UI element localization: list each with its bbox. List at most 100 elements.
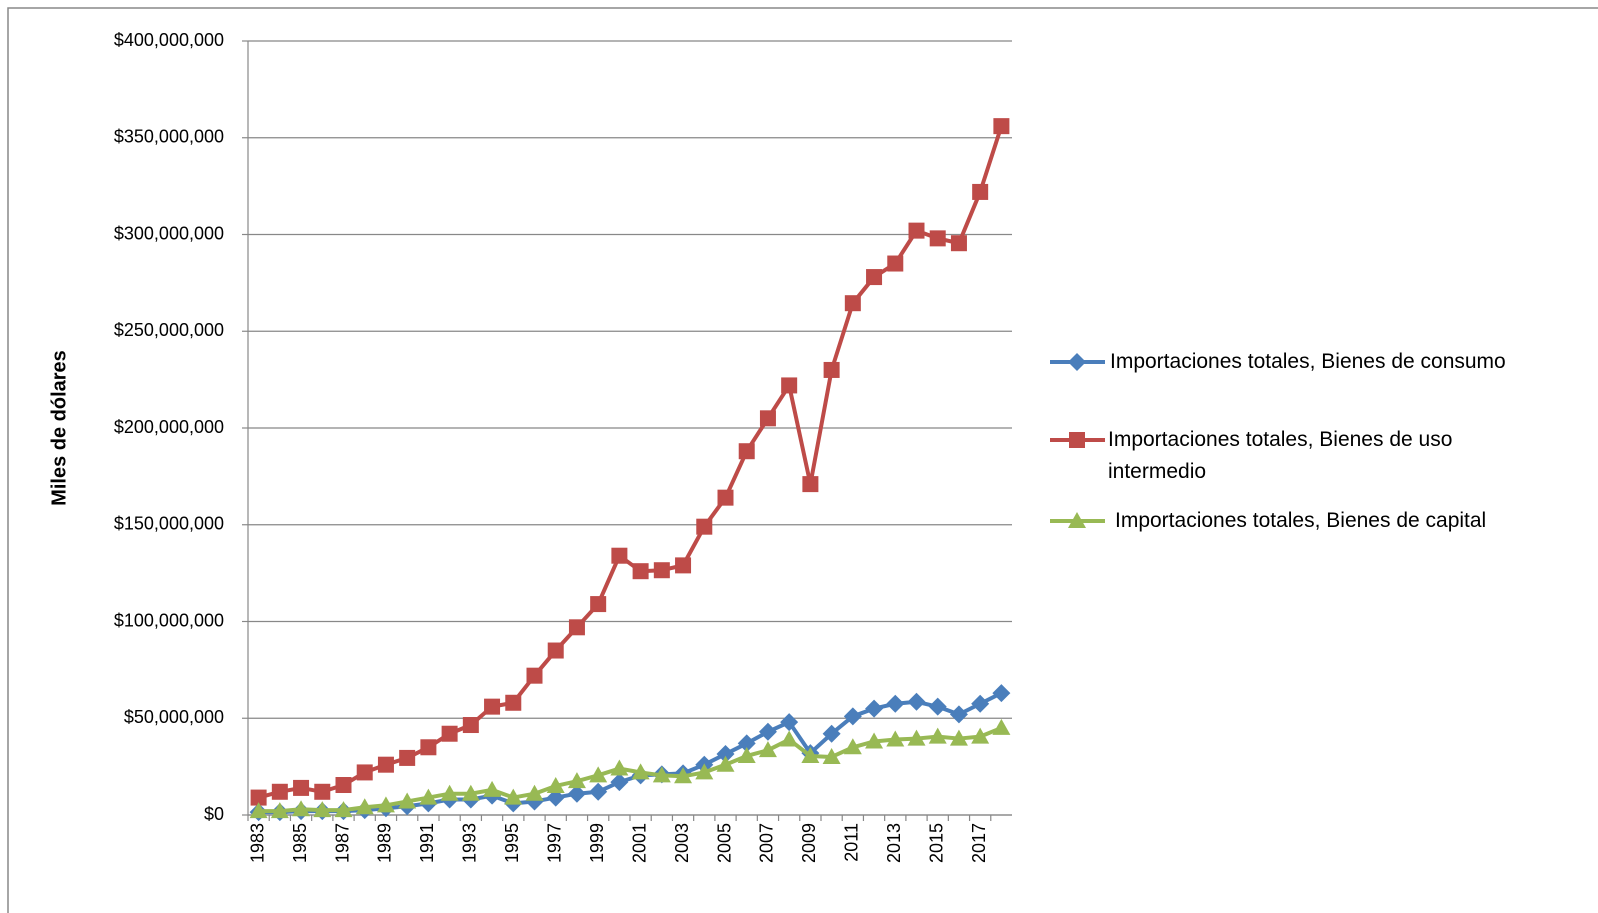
data-point	[972, 183, 989, 200]
x-tick-label: 1983	[247, 823, 267, 863]
x-tick-label: 2007	[757, 823, 777, 863]
x-tick-label: 1991	[417, 823, 437, 863]
data-point	[738, 443, 755, 460]
data-point	[420, 739, 437, 756]
data-point	[801, 746, 820, 763]
y-tick-label: $300,000,000	[114, 223, 224, 243]
data-point	[929, 230, 946, 247]
data-point	[632, 563, 649, 580]
data-point	[653, 562, 670, 579]
data-point	[376, 796, 395, 813]
data-point	[313, 801, 332, 818]
data-point	[505, 694, 522, 711]
data-point	[440, 784, 459, 801]
y-tick-label: $250,000,000	[114, 320, 224, 340]
data-point	[484, 698, 501, 715]
data-point	[737, 734, 756, 753]
y-tick-label: $200,000,000	[114, 417, 224, 437]
y-tick-label: $150,000,000	[114, 514, 224, 534]
x-tick-label: 1997	[544, 823, 564, 863]
data-point	[631, 763, 650, 780]
data-point	[696, 518, 713, 535]
x-tick-label: 1999	[587, 823, 607, 863]
x-tick-label: 2015	[926, 823, 946, 863]
chart-border	[7, 7, 1598, 913]
data-point	[270, 802, 289, 819]
data-point	[759, 410, 776, 427]
data-point	[610, 773, 629, 792]
data-point	[992, 684, 1011, 703]
data-point	[866, 269, 883, 286]
data-point	[355, 798, 374, 815]
data-point	[907, 729, 926, 746]
data-point	[356, 764, 373, 781]
y-tick-label: $50,000,000	[124, 707, 224, 727]
data-point	[441, 725, 458, 742]
data-point	[546, 776, 565, 793]
data-point	[865, 732, 884, 749]
data-point	[993, 118, 1010, 135]
data-point	[907, 692, 926, 711]
data-point	[802, 476, 819, 493]
data-point	[314, 783, 331, 800]
y-tick-label: $400,000,000	[114, 30, 224, 50]
data-point	[908, 222, 925, 239]
data-point	[822, 747, 841, 764]
x-tick-label: 1987	[332, 823, 352, 863]
x-tick-label: 1989	[375, 823, 395, 863]
data-point	[928, 727, 947, 744]
data-point	[928, 697, 947, 716]
data-point	[716, 755, 735, 772]
legend-marker	[1069, 432, 1085, 448]
x-tick-label: 1993	[460, 823, 480, 863]
data-point	[293, 779, 310, 796]
data-point	[716, 745, 735, 764]
series-line	[258, 125, 1004, 800]
data-point	[695, 763, 714, 780]
data-point	[526, 667, 543, 684]
data-point	[547, 642, 564, 659]
data-point	[950, 235, 967, 252]
data-point	[546, 788, 565, 807]
y-axis-label: Miles de dólares	[48, 350, 70, 506]
data-point	[737, 746, 756, 763]
data-point	[335, 777, 352, 794]
data-point	[589, 766, 608, 783]
data-point	[865, 699, 884, 718]
data-point	[887, 255, 904, 272]
data-point	[844, 295, 861, 312]
data-point	[992, 718, 1011, 735]
data-point	[568, 619, 585, 636]
x-tick-label: 2003	[672, 823, 692, 863]
data-point	[611, 547, 628, 564]
data-point	[292, 800, 311, 817]
data-point	[780, 730, 799, 747]
legend-label: Importaciones totales, Bienes de consumo	[1110, 350, 1506, 373]
data-point	[525, 784, 544, 801]
data-point	[398, 792, 417, 809]
data-point	[249, 802, 268, 819]
data-point	[590, 596, 607, 613]
data-point	[610, 759, 629, 776]
data-point	[822, 724, 841, 743]
x-tick-label: 2001	[629, 823, 649, 863]
x-tick-label: 1985	[290, 823, 310, 863]
data-point	[462, 717, 479, 734]
data-point	[567, 784, 586, 803]
data-point	[971, 694, 990, 713]
data-point	[758, 722, 777, 741]
x-tick-label: 2011	[842, 823, 862, 862]
data-point	[674, 767, 693, 784]
data-point	[377, 756, 394, 773]
y-tick-label: $350,000,000	[114, 127, 224, 147]
x-tick-label: 1995	[502, 823, 522, 863]
data-point	[483, 780, 502, 797]
data-point	[250, 789, 267, 806]
series-line	[258, 691, 1003, 815]
data-point	[399, 749, 416, 766]
data-point	[823, 361, 840, 378]
legend-marker	[1068, 353, 1086, 371]
data-point	[781, 377, 798, 394]
y-tick-label: $0	[204, 804, 224, 824]
